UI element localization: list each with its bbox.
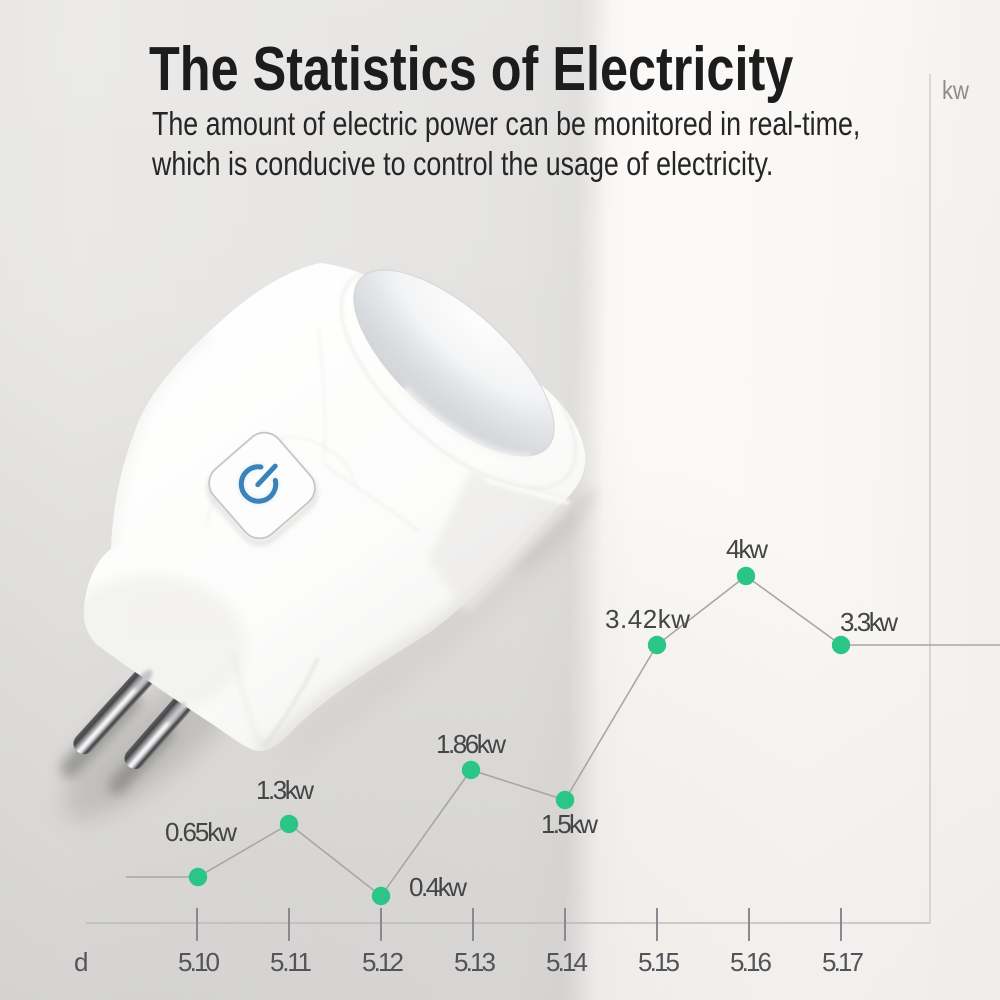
svg-text:4kw: 4kw: [726, 534, 768, 564]
svg-text:0.4kw: 0.4kw: [409, 872, 467, 902]
svg-text:1.3kw: 1.3kw: [256, 775, 314, 805]
svg-text:0.65kw: 0.65kw: [165, 817, 237, 847]
svg-text:5.11: 5.11: [270, 947, 312, 977]
svg-text:1.86kw: 1.86kw: [436, 729, 506, 759]
svg-text:5.10: 5.10: [178, 947, 220, 977]
svg-text:3.42kw: 3.42kw: [605, 604, 690, 634]
svg-text:5.15: 5.15: [638, 947, 680, 977]
svg-text:5.14: 5.14: [546, 947, 588, 977]
svg-text:d: d: [74, 947, 88, 977]
svg-text:kw: kw: [942, 75, 969, 105]
svg-text:5.13: 5.13: [454, 947, 496, 977]
svg-text:5.16: 5.16: [730, 947, 772, 977]
svg-text:1.5kw: 1.5kw: [541, 809, 598, 839]
svg-text:5.17: 5.17: [822, 947, 864, 977]
svg-text:5.12: 5.12: [362, 947, 404, 977]
svg-text:3.3kw: 3.3kw: [840, 607, 898, 637]
